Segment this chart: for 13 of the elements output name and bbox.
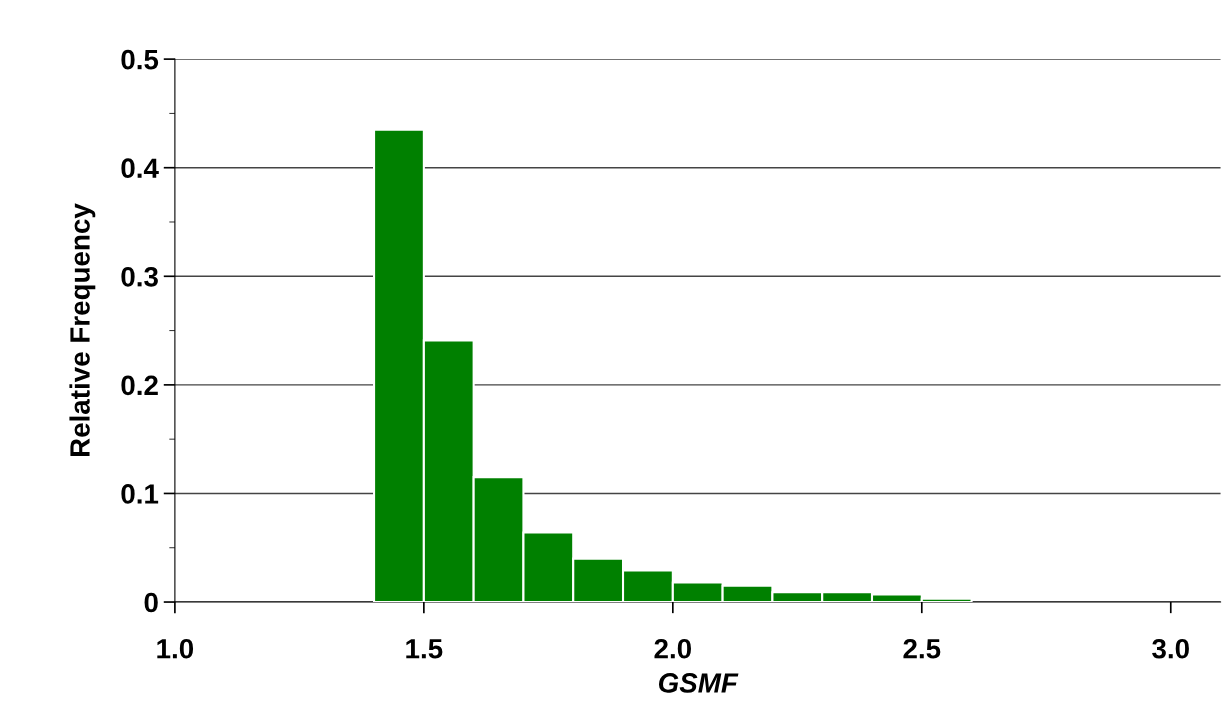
x-tick-label: 2.5 xyxy=(903,638,941,659)
x-tick-label: 2.0 xyxy=(654,638,691,659)
y-axis-title: Relative Frequency xyxy=(69,203,96,457)
y-tick-label: 0.3 xyxy=(121,266,158,287)
x-tick-label: 1.5 xyxy=(406,639,443,659)
y-tick-label: 0.4 xyxy=(121,158,159,179)
y-tick-label: 0 xyxy=(144,592,158,613)
y-tick-label: 0.2 xyxy=(121,375,158,396)
x-tick-label: 1.0 xyxy=(157,638,194,659)
x-tick-label: 3.0 xyxy=(1152,638,1189,659)
y-tick-label: 0.5 xyxy=(121,49,159,70)
x-axis-title: GSMF xyxy=(658,673,739,693)
y-tick-label: 0.1 xyxy=(121,484,159,504)
